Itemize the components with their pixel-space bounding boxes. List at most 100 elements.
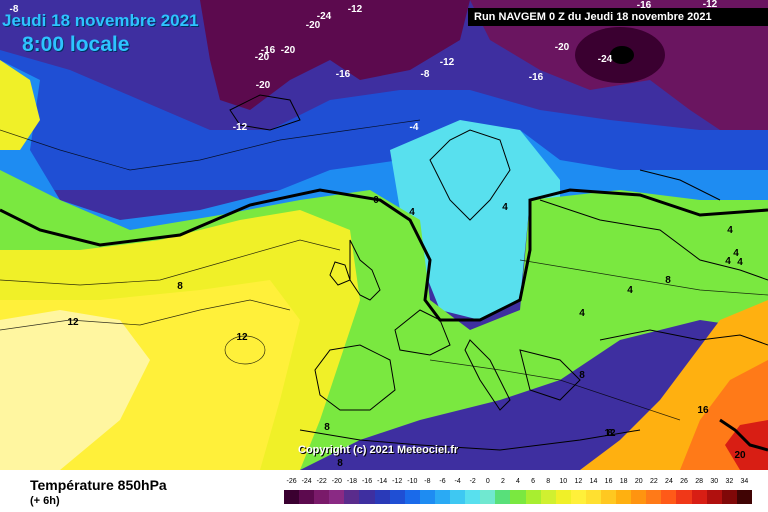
isotherm-label: 8 [579, 370, 585, 381]
legend-swatch [434, 490, 451, 504]
legend-swatch [525, 490, 541, 504]
legend-swatch [706, 490, 722, 504]
isotherm-label: -20 [555, 42, 570, 53]
legend-label: 2 [500, 478, 505, 485]
isotherm-label: 4 [627, 285, 633, 296]
legend-label: 22 [649, 478, 658, 485]
isotherm-label: 8 [607, 428, 613, 439]
legend-label: -26 [286, 478, 297, 485]
legend-swatch [374, 490, 390, 504]
isotherm-label: -16 [637, 0, 652, 11]
time-title: 8:00 locale [22, 33, 130, 56]
isotherm-label: 12 [604, 428, 616, 439]
legend-colors [284, 490, 752, 504]
legend-label: 34 [740, 478, 749, 485]
legend-swatch [600, 490, 617, 504]
isotherm-label: -4 [410, 122, 419, 133]
isotherm-label: -8 [10, 4, 19, 15]
legend-swatch [691, 490, 707, 504]
legend-label: -20 [331, 478, 342, 485]
parameter-title: Température 850hPa [30, 477, 167, 493]
legend-swatch [721, 490, 737, 504]
isotherm-label: 8 [665, 275, 671, 286]
isotherm-label: 4 [733, 248, 739, 259]
legend-swatch [585, 490, 601, 504]
legend-label: 0 [485, 478, 490, 485]
map-area: -8 -20 -24 -12 -20 -16 -20 -16 -20 -8 -16 -12 -16 -12… [0, 0, 768, 470]
isotherm-label-group: -8-20-24-12-20-16 -20-16-20-8 -16-12-16 -12… [10, 0, 746, 469]
legend-swatch [389, 490, 405, 504]
isotherm-label: -12 [348, 4, 363, 15]
legend-swatch [555, 490, 571, 504]
legend-label: 30 [710, 478, 719, 485]
legend-label: 16 [604, 478, 613, 485]
isotherm-label: -20 [281, 45, 296, 56]
isotherm-label: -24 [598, 54, 613, 65]
legend-swatch [495, 490, 511, 504]
legend-swatch [359, 490, 375, 504]
date-title: Jeudi 18 novembre 2021 [2, 11, 199, 30]
color-legend: -26 -24 -22 -20 -18 -16 -14 -12 -10 -8 -6 -4 -2 0 2 4 6 8… [284, 478, 752, 508]
isotherm-contours [0, 119, 768, 421]
cyan-region [390, 120, 560, 320]
isotherm-label: -8 [421, 69, 430, 80]
isotherm-label: 12 [67, 317, 79, 328]
legend-swatch [344, 490, 360, 504]
zero-isotherm [0, 188, 768, 322]
legend-label: 14 [589, 478, 598, 485]
temperature-map: -8-20-24-12-20-16 -20-16-20-8 -16-12-16 -12… [0, 0, 768, 470]
legend-label: -12 [392, 478, 403, 485]
legend-label: 10 [559, 478, 568, 485]
isotherm-label: -24 [317, 11, 332, 22]
hot-isotherm [719, 418, 768, 452]
isotherm-label: 4 [579, 308, 585, 319]
legend-label: 26 [680, 478, 688, 485]
legend-label: -8 [424, 478, 431, 485]
legend-swatch [646, 490, 662, 504]
legend-label: 24 [665, 478, 673, 485]
legend-label: -2 [469, 478, 476, 485]
isotherm-label: -20 [256, 80, 271, 91]
legend-label: -24 [301, 478, 312, 485]
warm-west-edge [0, 60, 40, 150]
legend-swatch [299, 490, 315, 504]
legend-label: 18 [619, 478, 628, 485]
legend-swatch [480, 490, 496, 504]
legend-swatch [465, 490, 481, 504]
isotherm-label: -12 [233, 122, 248, 133]
copyright-notice: Copyright (c) 2021 Meteociel.fr [298, 444, 459, 456]
legend-label: 32 [725, 478, 734, 485]
isotherm-label: 8 [337, 458, 343, 469]
isotherm-label: 4 [725, 256, 731, 267]
legend-swatch [616, 490, 632, 504]
isotherm-label: 12 [236, 332, 248, 343]
isotherm-label: 8 [177, 281, 183, 292]
run-info: Run NAVGEM 0 Z du Jeudi 18 novembre 2021 [468, 8, 768, 26]
isotherm-label: 4 [502, 202, 508, 213]
legend-label: -14 [377, 478, 388, 485]
isotherm-label: -12 [703, 0, 718, 10]
legend-label: 12 [574, 478, 583, 485]
isotherm-label: 4 [409, 207, 415, 218]
isotherm-label: -20 [255, 52, 270, 63]
legend-label: -18 [346, 478, 357, 485]
coastlines [229, 94, 768, 451]
legend-swatch [661, 490, 677, 504]
isotherm-label: -16 [261, 45, 276, 56]
isotherm-label: -16 [336, 69, 351, 80]
legend-label: 6 [531, 478, 536, 485]
isotherm-label: -20 [306, 20, 321, 31]
isotherm-label: 0 [373, 195, 379, 206]
legend-label: -16 [361, 478, 373, 485]
legend-swatch [284, 490, 300, 504]
legend-swatch [570, 490, 586, 504]
legend-swatch [540, 490, 556, 504]
parameter-subtitle: (+ 6h) [30, 495, 60, 507]
legend-labels: -26 -24 -22 -20 -18 -16 -14 -12 -10 -8 -6 -4 -2 0 2 4 6 8… [284, 478, 752, 488]
legend-swatch [676, 490, 692, 504]
blue-band [0, 50, 768, 190]
legend-swatch [510, 490, 526, 504]
isotherm-label: 8 [324, 422, 330, 433]
legend-label: 20 [634, 478, 643, 485]
legend-label: -10 [407, 478, 418, 485]
